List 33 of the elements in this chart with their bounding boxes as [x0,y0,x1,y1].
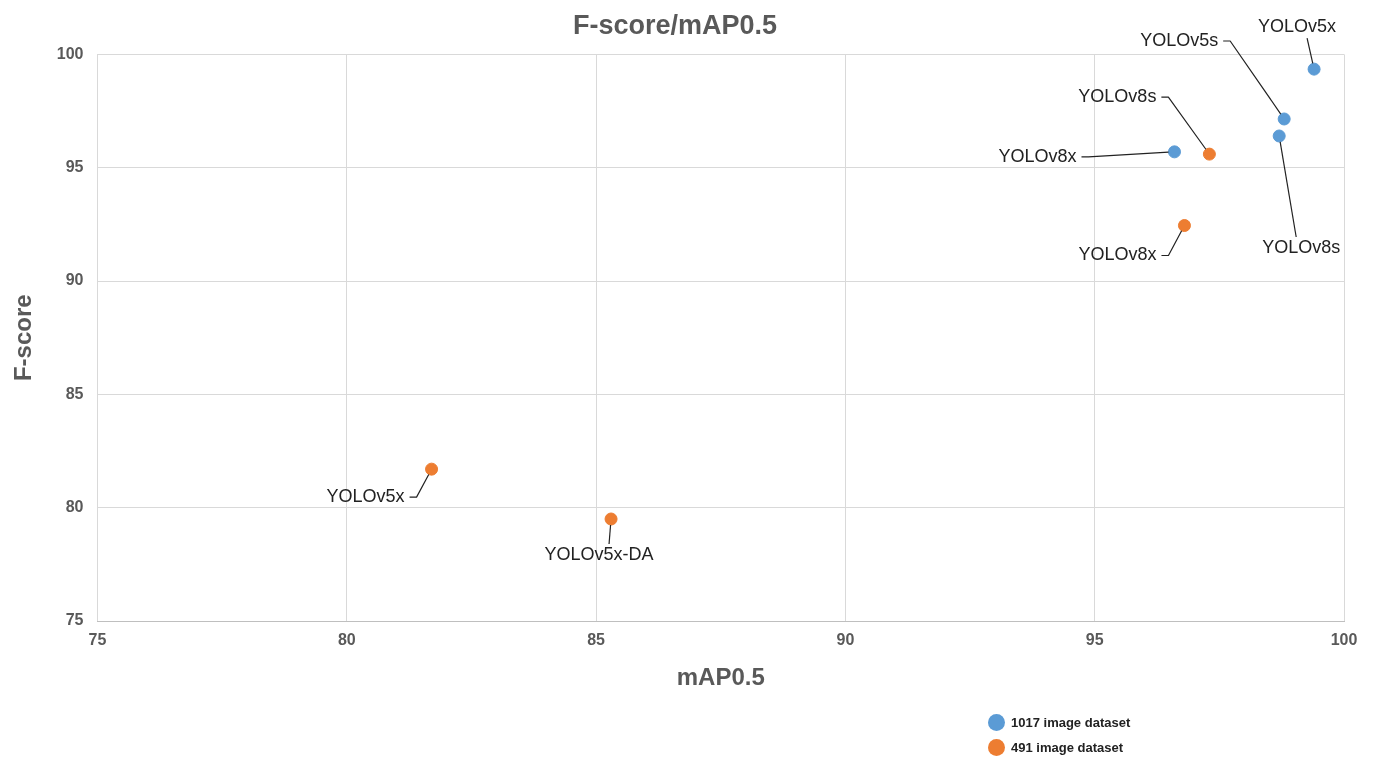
y-tick-label: 85 [65,384,84,402]
annotation: YOLOv5x [1258,16,1337,37]
legend-label: 491 image dataset [1011,740,1124,755]
y-tick-label: 95 [65,158,84,176]
x-tick-label: 95 [1085,631,1104,649]
point [1177,219,1191,233]
annotation: YOLOv8s [1262,236,1341,257]
point [1167,145,1181,159]
point [1202,147,1216,161]
annotation: YOLOv8x [1078,244,1157,265]
y-tick-label: 100 [56,44,84,62]
chart-title: F-score/mAP0.5 [572,9,778,40]
annotation: YOLOv5x-DA [544,543,654,564]
x-tick-label: 80 [337,631,356,649]
annotation: YOLOv5s [1140,29,1219,50]
point [1272,129,1286,143]
y-tick-label: 90 [65,271,84,289]
y-axis-title: F-score [9,294,37,382]
point [425,462,439,476]
x-tick-label: 100 [1330,631,1358,649]
y-tick-label: 80 [65,498,84,516]
y-tick-label: 75 [65,611,84,629]
annotation: YOLOv5x [326,486,405,507]
x-tick-label: 90 [836,631,855,649]
x-axis-title: mAP0.5 [676,663,765,691]
legend-label: 1017 image dataset [1011,715,1131,730]
annotation: YOLOv8x [998,145,1077,166]
point [1307,62,1321,76]
point [604,512,618,526]
x-tick-label: 85 [587,631,606,649]
annotation: YOLOv8s [1078,86,1157,107]
point [1277,112,1291,126]
x-tick-label: 75 [88,631,107,649]
